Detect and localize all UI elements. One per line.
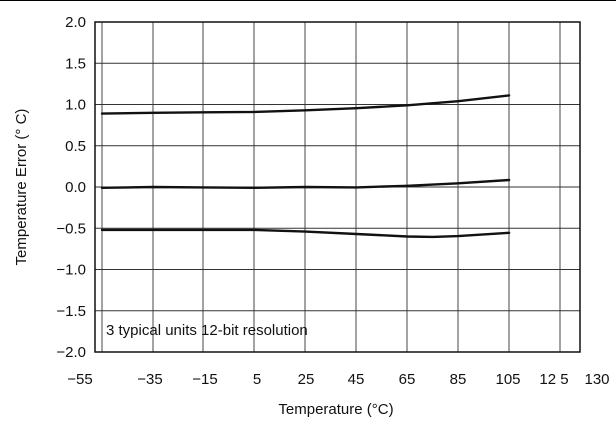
y-tick-label: 2.0 <box>65 14 86 31</box>
series-group <box>100 94 511 239</box>
top-border-line <box>0 0 616 1</box>
y-tick-label: 0.5 <box>65 138 86 155</box>
y-tick-label: 0.0 <box>65 179 86 196</box>
y-tick-label: −1.5 <box>56 303 86 320</box>
plot-frame <box>94 21 581 353</box>
x-tick-label: 105 <box>495 371 520 388</box>
series-line-1 <box>100 94 511 115</box>
y-tick-labels: 2.0 1.5 1.0 0.5 0.0 −0.5 −1.0 −1.5 −2.0 <box>56 14 86 361</box>
y-axis-label: Temperature Error (° C) <box>13 109 30 266</box>
x-tick-label: 130 <box>584 371 609 388</box>
x-tick-label: 85 <box>450 371 467 388</box>
x-tick-label: 12 5 <box>539 371 568 388</box>
x-tick-label: −35 <box>137 371 162 388</box>
y-tick-label: 1.0 <box>65 97 86 114</box>
y-tick-label: 1.5 <box>65 55 86 72</box>
x-tick-labels: −55 −35 −15 5 25 45 65 85 105 12 5 130 <box>67 371 609 388</box>
y-tick-label: −0.5 <box>56 220 86 237</box>
x-tick-label: −15 <box>192 371 217 388</box>
series-line-2 <box>100 178 511 189</box>
y-tick-label: −1.0 <box>56 262 86 279</box>
series-line-3 <box>100 228 511 239</box>
x-tick-label: 65 <box>399 371 416 388</box>
annotation-text: 3 typical units 12-bit resolution <box>106 322 308 339</box>
y-tick-label: −2.0 <box>56 344 86 361</box>
x-tick-label: 25 <box>298 371 315 388</box>
x-tick-label: −55 <box>67 371 92 388</box>
x-tick-label: 45 <box>348 371 365 388</box>
x-tick-label: 5 <box>253 371 261 388</box>
x-axis-label: Temperature (°C) <box>278 401 393 418</box>
